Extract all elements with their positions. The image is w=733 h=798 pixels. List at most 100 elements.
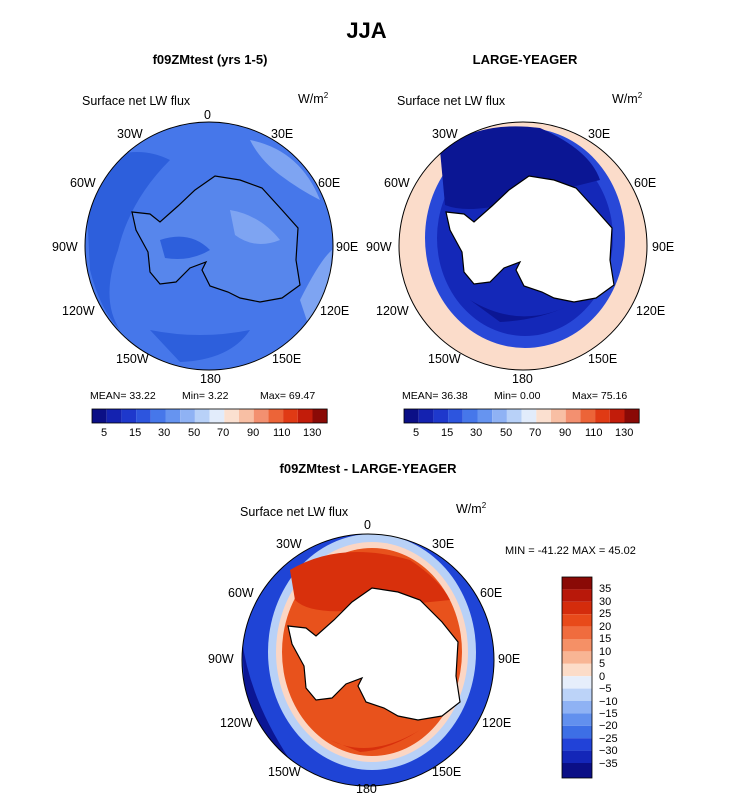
colorbar-cell	[433, 409, 449, 423]
colorbar-label: 25	[599, 608, 612, 620]
lon-label: 180	[200, 372, 221, 386]
colorbar-cell	[562, 614, 592, 627]
lon-label: 60W	[228, 586, 254, 600]
lon-label: 60E	[634, 176, 657, 190]
colorbar-cell	[209, 409, 225, 423]
colorbar-label: 5	[101, 427, 108, 439]
colorbar-cell	[562, 639, 592, 652]
colorbar-cell	[448, 409, 463, 423]
contour-region	[150, 330, 250, 362]
colorbar-cell	[536, 409, 551, 423]
colorbar-label: −30	[599, 745, 618, 757]
colorbar-label: 70	[529, 427, 542, 439]
colorbar-cell	[492, 409, 507, 423]
panel-title: f09ZMtest (yrs 1-5)	[152, 52, 268, 67]
colorbar-cell	[253, 409, 269, 423]
lon-label: 120W	[62, 304, 95, 318]
panel-title: f09ZMtest - LARGE-YEAGER	[279, 461, 457, 476]
colorbar-cell	[562, 750, 592, 763]
colorbar-cell	[462, 409, 478, 423]
colorbar-cell	[562, 577, 592, 590]
panel-title: LARGE-YEAGER	[472, 52, 578, 67]
colorbar-label: 50	[188, 427, 201, 439]
lon-label: 30E	[432, 537, 455, 551]
lon-label: 120W	[376, 304, 409, 318]
colorbar-cell	[506, 409, 522, 423]
colorbar-cell	[565, 409, 581, 423]
contour-region	[300, 250, 332, 330]
lon-label: 90W	[208, 652, 234, 666]
colorbar-label: 5	[599, 658, 606, 670]
colorbar-cell	[624, 409, 640, 423]
colorbar-cell	[562, 701, 592, 714]
colorbar-cell	[136, 409, 151, 423]
colorbar-label: −15	[599, 708, 618, 720]
colorbar-label: 30	[158, 427, 171, 439]
stat-mean: MEAN= 33.22	[90, 390, 156, 402]
units-label: W/m2	[456, 501, 487, 517]
lon-label: 150E	[588, 352, 618, 366]
lon-label: 90E	[652, 240, 675, 254]
colorbar-label: −25	[599, 733, 618, 745]
colorbar-cell	[418, 409, 434, 423]
lon-label: 90E	[498, 652, 521, 666]
page-title: JJA	[346, 18, 387, 43]
lon-label: 90W	[52, 240, 78, 254]
colorbar-cell	[194, 409, 210, 423]
antarctica-coastline	[287, 587, 461, 721]
colorbar-label: 50	[500, 427, 513, 439]
contour-region	[85, 152, 170, 330]
colorbar-test	[91, 408, 328, 424]
colorbar-cell	[562, 688, 592, 701]
colorbar-cell	[609, 409, 625, 423]
colorbar-cell	[521, 409, 537, 423]
units-label: W/m2	[298, 91, 329, 107]
lon-label: 0	[204, 108, 211, 122]
colorbar-cell	[562, 676, 592, 689]
colorbar-cell	[551, 409, 566, 423]
lon-label: 150E	[272, 352, 302, 366]
colorbar-cell	[562, 651, 592, 664]
lon-label: 0	[364, 518, 371, 532]
lon-label: 90W	[366, 240, 392, 254]
colorbar-cell	[297, 409, 313, 423]
colorbar-cell	[312, 409, 328, 423]
colorbar-cell	[224, 409, 239, 423]
lon-label: 120E	[636, 304, 666, 318]
field-label: Surface net LW flux	[397, 94, 506, 108]
field-label: Surface net LW flux	[82, 94, 191, 108]
stat-min: Min= 0.00	[494, 390, 541, 402]
contour-region	[470, 300, 570, 322]
lon-label: 180	[512, 372, 533, 386]
colorbar-cell	[580, 409, 596, 423]
colorbar-diff	[561, 576, 593, 779]
colorbar-label: 15	[599, 633, 612, 645]
contour-region	[160, 236, 210, 259]
colorbar-cell	[268, 409, 284, 423]
lon-label: 30E	[588, 127, 611, 141]
lon-label: 120E	[320, 304, 350, 318]
colorbar-cell	[562, 626, 592, 639]
colorbar-label: 5	[413, 427, 420, 439]
colorbar-label: −10	[599, 696, 618, 708]
colorbar-label: −35	[599, 758, 618, 770]
antarctica-coastline	[445, 175, 615, 303]
contour-region	[230, 210, 280, 244]
colorbar-label: 130	[303, 427, 322, 439]
colorbar-cell	[121, 409, 137, 423]
colorbar-cell	[106, 409, 122, 423]
colorbar-label: 110	[273, 427, 291, 439]
colorbar-cell	[562, 713, 592, 726]
colorbar-obs	[403, 408, 640, 424]
colorbar-label: 0	[599, 671, 606, 683]
stat-max: Max= 69.47	[260, 390, 316, 402]
lon-label: 60E	[318, 176, 341, 190]
lon-label: 30E	[271, 127, 294, 141]
lon-label: 180	[356, 782, 377, 796]
stat-max: Max= 75.16	[572, 390, 628, 402]
colorbar-label: 15	[441, 427, 454, 439]
colorbar-label: 130	[615, 427, 634, 439]
colorbar-label: 20	[599, 621, 612, 633]
lon-label: 150E	[432, 765, 462, 779]
